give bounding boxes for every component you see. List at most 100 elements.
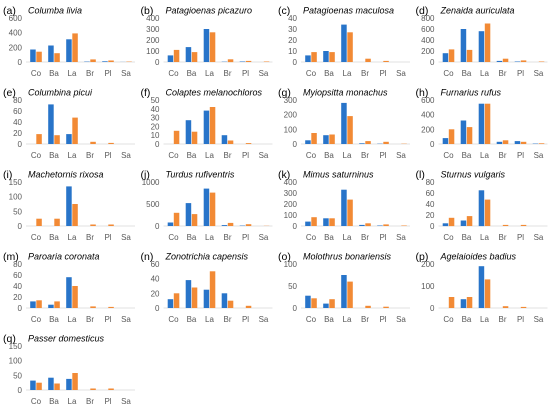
x-tick-label: Br xyxy=(224,151,232,160)
y-tick-label: 0 xyxy=(293,58,298,67)
y-tick-label: 0 xyxy=(430,58,435,67)
y-tick-label: 20 xyxy=(13,129,22,138)
x-tick-label: Br xyxy=(86,151,94,160)
bar-series-2-co xyxy=(448,129,455,144)
bar-series-2-la xyxy=(72,204,78,226)
chart-title: Molothrus bonariensis xyxy=(303,252,392,262)
bar-series-1-br xyxy=(221,135,228,144)
x-tick-label: La xyxy=(205,233,214,242)
bar-series-2-br xyxy=(502,140,509,144)
x-tick-label: Pl xyxy=(517,69,524,78)
x-tick-label: Ba xyxy=(187,151,197,160)
bar-series-1-co xyxy=(442,138,449,144)
chart-title: Zenaida auriculata xyxy=(440,6,515,16)
x-tick-label: Pl xyxy=(379,315,386,324)
chart-title: Columba livia xyxy=(28,6,82,16)
y-tick-label: 50 xyxy=(13,371,22,380)
bar-series-2-ba xyxy=(466,49,473,62)
x-tick-label: Ba xyxy=(49,233,59,242)
x-tick-label: La xyxy=(343,69,352,78)
y-tick-label: 0 xyxy=(293,222,298,231)
bar-series-1-ba xyxy=(323,303,329,308)
bar-series-2-ba xyxy=(54,53,60,62)
y-tick-label: 100 xyxy=(284,211,298,220)
x-tick-label: Sa xyxy=(121,233,131,242)
panel-label: (m) xyxy=(3,251,19,263)
bar-series-1-ba xyxy=(185,203,192,226)
y-tick-label: 20 xyxy=(151,289,160,298)
bar-series-2-pl xyxy=(520,60,527,62)
x-tick-label: Ba xyxy=(324,69,334,78)
y-tick-label: 200 xyxy=(421,47,435,56)
bar-series-1-pl xyxy=(102,61,108,62)
y-tick-label: 0 xyxy=(18,222,23,231)
x-tick-label: Pl xyxy=(104,233,111,242)
bar-series-2-br xyxy=(227,222,234,226)
chart-title: Mimus saturninus xyxy=(303,170,374,180)
bar-series-1-ba xyxy=(48,304,54,308)
y-tick-label: 0 xyxy=(155,222,160,231)
bar-series-2-la xyxy=(347,199,353,226)
bar-series-2-pl xyxy=(108,224,114,226)
x-tick-label: Pl xyxy=(242,233,249,242)
bar-series-2-co xyxy=(36,51,42,62)
bar-series-1-co xyxy=(167,299,174,308)
y-tick-label: 0 xyxy=(430,140,435,149)
x-tick-label: La xyxy=(480,151,489,160)
y-tick-label: 800 xyxy=(421,14,435,23)
x-tick-label: Br xyxy=(499,315,507,324)
x-tick-label: Sa xyxy=(534,151,544,160)
chart-panel-d: (d) Zenaida auriculata 0 200 400 600 800 Co Ba La… xyxy=(416,5,548,78)
chart-title: Colaptes melanochloros xyxy=(166,88,263,98)
panel-label: (e) xyxy=(3,87,16,99)
bar-series-2-br xyxy=(227,59,234,63)
bar-series-1-ba xyxy=(460,220,467,226)
bar-series-2-pl xyxy=(245,143,252,144)
bar-series-2-pl xyxy=(383,60,389,62)
x-tick-label: Pl xyxy=(104,151,111,160)
x-tick-label: Co xyxy=(168,233,179,242)
bar-series-2-la xyxy=(347,32,353,62)
bar-series-2-co xyxy=(36,300,42,308)
y-tick-label: 0 xyxy=(430,222,435,231)
bar-series-1-co xyxy=(30,49,36,62)
bar-series-2-la xyxy=(484,279,491,308)
bar-series-2-la xyxy=(484,23,491,62)
y-tick-label: 600 xyxy=(9,14,23,23)
bar-series-2-pl xyxy=(108,142,114,144)
x-tick-label: Ba xyxy=(49,151,59,160)
bar-series-1-la xyxy=(478,190,485,227)
y-tick-label: 50 xyxy=(288,282,297,291)
y-tick-label: 0 xyxy=(18,140,23,149)
y-tick-label: 50 xyxy=(151,96,160,105)
chart-panel-c: (c) Patagioenas maculosa 0 10 20 30 40 Co Ba La Br… xyxy=(278,5,410,78)
bar-series-1-ba xyxy=(460,120,467,144)
x-tick-label: Sa xyxy=(534,315,544,324)
bar-series-2-ba xyxy=(191,287,198,308)
x-tick-label: Sa xyxy=(259,151,269,160)
x-tick-label: La xyxy=(205,151,214,160)
x-tick-label: Co xyxy=(31,233,42,242)
bar-series-2-br xyxy=(227,300,234,308)
y-tick-label: 50 xyxy=(13,207,22,216)
x-tick-label: Sa xyxy=(396,69,406,78)
y-tick-label: 100 xyxy=(146,47,160,56)
y-tick-label: 30 xyxy=(151,114,160,123)
x-tick-label: Pl xyxy=(242,69,249,78)
y-tick-label: 100 xyxy=(284,125,298,134)
x-tick-label: Co xyxy=(31,315,42,324)
x-tick-label: Pl xyxy=(242,315,249,324)
panel-label: (h) xyxy=(416,87,429,99)
bar-series-2-ba xyxy=(329,218,335,226)
bar-series-1-la xyxy=(66,186,72,226)
bar-series-2-co xyxy=(173,293,180,308)
bar-series-2-co xyxy=(173,130,180,144)
x-tick-label: Br xyxy=(224,69,232,78)
chart-panel-p: (p) Agelaioides badius 0 100 200 Co Ba La Br Pl Sa xyxy=(416,251,548,324)
bar-series-1-co xyxy=(305,295,311,308)
y-tick-label: 30 xyxy=(288,25,297,34)
x-tick-label: Sa xyxy=(259,69,269,78)
x-tick-label: Br xyxy=(224,233,232,242)
